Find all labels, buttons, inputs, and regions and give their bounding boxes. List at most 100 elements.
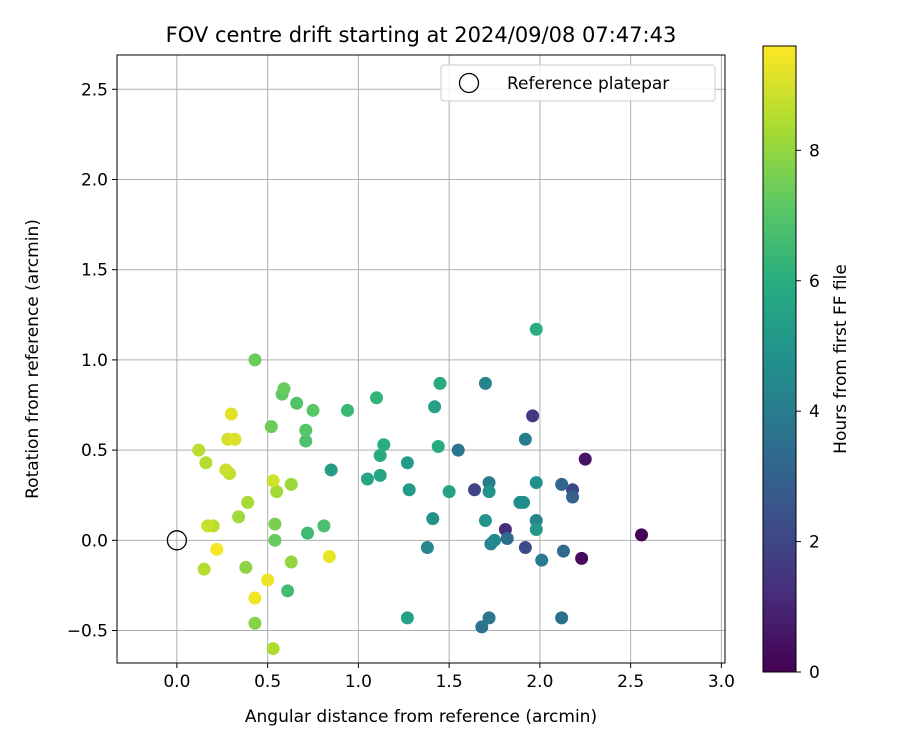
data-point (478, 376, 492, 390)
x-axis-label: Angular distance from reference (arcmin) (245, 707, 597, 727)
data-point (248, 616, 262, 630)
data-point (529, 322, 543, 336)
data-point (268, 517, 282, 531)
data-point (360, 472, 374, 486)
data-point (290, 396, 304, 410)
y-tick-label: 1.5 (81, 261, 108, 281)
colorbar: 0 2 4 6 8 Hours from first FF file (762, 45, 851, 683)
x-tick-label: 2.0 (526, 672, 553, 692)
y-tick-label: 0.0 (81, 531, 108, 551)
y-tick-label: 2.0 (81, 170, 108, 190)
data-point (428, 400, 442, 414)
data-point (299, 434, 313, 448)
data-point (451, 443, 465, 457)
data-point (264, 420, 278, 434)
data-point (555, 611, 569, 625)
plot-frame (116, 54, 726, 664)
data-point (239, 560, 253, 574)
data-point (482, 611, 496, 625)
data-point (340, 403, 354, 417)
chart-title: FOV centre drift starting at 2024/09/08 … (166, 23, 677, 47)
data-point (556, 544, 570, 558)
legend-box (440, 64, 716, 102)
data-point (232, 510, 246, 524)
data-point (228, 432, 242, 446)
data-point (277, 382, 291, 396)
data-point (324, 463, 338, 477)
x-tick-label: 0.0 (163, 672, 190, 692)
data-point (431, 440, 445, 454)
data-point (197, 562, 211, 576)
colorbar-tick-label: 6 (809, 272, 820, 292)
data-point (578, 452, 592, 466)
colorbar-ticks: 0 2 4 6 8 (796, 141, 820, 683)
y-axis-label: Rotation from reference (arcmin) (23, 219, 43, 499)
data-point (281, 584, 295, 598)
data-point (201, 519, 215, 533)
data-point (482, 476, 496, 490)
data-point (529, 522, 543, 536)
x-tick-label: 0.5 (254, 672, 281, 692)
legend-label-reference: Reference platepar (507, 74, 669, 94)
legend: Reference platepar (440, 64, 716, 102)
data-point (488, 533, 502, 547)
data-point (482, 485, 496, 499)
data-point (575, 551, 589, 565)
data-point (442, 485, 456, 499)
data-point (402, 483, 416, 497)
y-tick-label: 2.5 (81, 80, 108, 100)
data-point (400, 456, 414, 470)
x-tick-label: 1.5 (436, 672, 463, 692)
data-point (518, 432, 532, 446)
data-point (475, 620, 489, 634)
data-point (199, 456, 213, 470)
y-tick-label: 0.5 (81, 441, 108, 461)
data-point (299, 423, 313, 437)
data-point (555, 477, 569, 491)
data-point (266, 474, 280, 488)
reference-platepar-marker (166, 530, 188, 551)
data-point (261, 573, 275, 587)
data-point (518, 541, 532, 555)
data-point (635, 528, 649, 542)
x-tick-label: 3.0 (708, 672, 735, 692)
y-axis-ticks: −0.5 0.0 0.5 1.0 1.5 2.0 2.5 (67, 80, 117, 642)
data-point (266, 642, 280, 656)
data-point (535, 553, 549, 567)
data-point (377, 438, 391, 452)
colorbar-tick-label: 4 (809, 402, 820, 422)
data-point (373, 449, 387, 463)
data-point (526, 409, 540, 423)
data-point (420, 541, 434, 555)
colorbar-tick-label: 0 (809, 663, 820, 683)
data-point (566, 490, 580, 504)
data-point (317, 519, 331, 533)
data-point (284, 477, 298, 491)
colorbar-label: Hours from first FF file (831, 264, 851, 454)
x-tick-label: 1.0 (345, 672, 372, 692)
data-point (370, 391, 384, 405)
data-point (517, 495, 531, 509)
data-point (500, 532, 514, 546)
data-point (426, 512, 440, 526)
data-point (433, 376, 447, 390)
data-point (192, 443, 206, 457)
data-point (301, 526, 315, 540)
data-point (529, 513, 543, 527)
data-point (241, 495, 255, 509)
data-point (268, 533, 282, 547)
data-point (219, 463, 233, 477)
data-point (224, 407, 238, 421)
x-axis-ticks: 0.0 0.5 1.0 1.5 2.0 2.5 3.0 (163, 663, 735, 692)
data-point (210, 542, 224, 556)
data-point (270, 485, 284, 499)
legend-reference-marker (458, 72, 480, 94)
colorbar-gradient (762, 45, 797, 673)
data-point (306, 403, 320, 417)
colorbar-tick-label: 8 (809, 141, 820, 161)
data-point (322, 550, 336, 564)
data-point (468, 483, 482, 497)
y-tick-label: 1.0 (81, 351, 108, 371)
data-point (373, 468, 387, 482)
